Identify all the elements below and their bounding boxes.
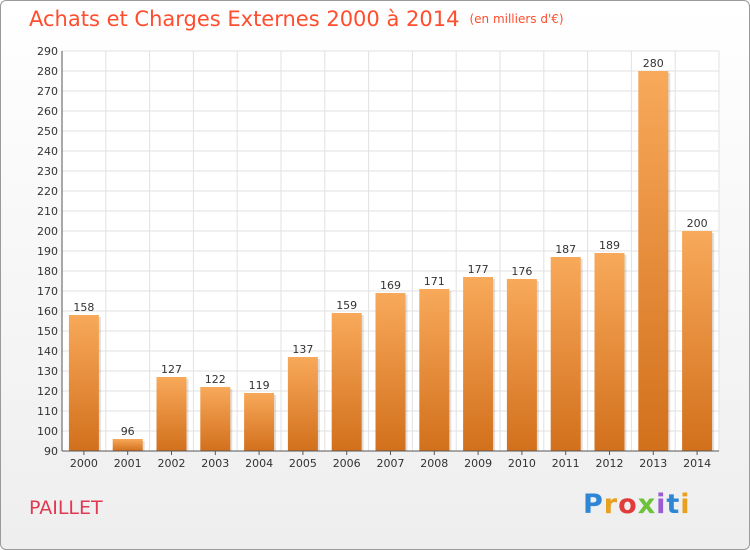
x-tick-label: 2009	[464, 457, 492, 470]
y-tick-label: 170	[37, 285, 58, 298]
logo-letter: i	[656, 489, 667, 520]
data-label: 177	[468, 263, 489, 276]
y-tick-label: 100	[37, 425, 58, 438]
bar	[68, 315, 99, 451]
y-tick-label: 220	[37, 185, 58, 198]
x-tick-label: 2012	[596, 457, 624, 470]
x-tick-label: 2000	[70, 457, 98, 470]
y-tick-label: 140	[37, 345, 58, 358]
commune-name: PAILLET	[29, 497, 103, 519]
y-tick-label: 270	[37, 85, 58, 98]
bar	[375, 293, 406, 451]
proxiti-logo: Proxiti	[583, 489, 691, 520]
bar	[594, 253, 625, 451]
y-tick-label: 160	[37, 305, 58, 318]
x-tick-label: 2014	[683, 457, 711, 470]
data-label: 280	[643, 57, 664, 70]
y-tick-label: 150	[37, 325, 58, 338]
data-label: 122	[205, 373, 226, 386]
data-label: 127	[161, 363, 182, 376]
y-tick-label: 240	[37, 145, 58, 158]
y-tick-label: 120	[37, 385, 58, 398]
x-tick-label: 2001	[114, 457, 142, 470]
x-tick-label: 2006	[333, 457, 361, 470]
bar	[331, 313, 362, 451]
bar	[682, 231, 713, 451]
data-label: 159	[336, 299, 357, 312]
x-tick-label: 2005	[289, 457, 317, 470]
logo-letter: x	[637, 489, 657, 520]
y-tick-label: 230	[37, 165, 58, 178]
x-tick-label: 2007	[377, 457, 405, 470]
bars: 158 96 127 122 119 137 159 169 171 177 176 187 189 28…	[68, 57, 715, 451]
data-label: 169	[380, 279, 401, 292]
y-tick-label: 190	[37, 245, 58, 258]
bar	[112, 439, 143, 451]
data-label: 119	[249, 379, 270, 392]
y-tick-label: 290	[37, 45, 58, 58]
data-label: 158	[73, 301, 94, 314]
x-tick-label: 2003	[201, 457, 229, 470]
chart-title: Achats et Charges Externes 2000 à 2014 (e…	[29, 7, 564, 31]
y-tick-label: 110	[37, 405, 58, 418]
chart-unit: (en milliers d'€)	[469, 12, 564, 26]
logo-letter: o	[618, 489, 638, 520]
data-label: 171	[424, 275, 445, 288]
y-tick-label: 280	[37, 65, 58, 78]
logo-letter: r	[603, 489, 619, 520]
x-tick-label: 2010	[508, 457, 536, 470]
bar	[463, 277, 494, 451]
bar	[550, 257, 581, 451]
y-tick-label: 90	[44, 445, 58, 458]
logo-letter: P	[583, 489, 604, 520]
bar	[506, 279, 537, 451]
chart-title-text: Achats et Charges Externes 2000 à 2014	[29, 7, 460, 31]
logo-letter: i	[680, 489, 691, 520]
data-label: 189	[599, 239, 620, 252]
x-tick-label: 2011	[552, 457, 580, 470]
y-tick-label: 200	[37, 225, 58, 238]
bar	[200, 387, 231, 451]
data-label: 200	[687, 217, 708, 230]
y-tick-label: 180	[37, 265, 58, 278]
y-tick-label: 130	[37, 365, 58, 378]
y-tick-label: 260	[37, 105, 58, 118]
bar	[419, 289, 450, 451]
x-tick-label: 2004	[245, 457, 273, 470]
bar	[156, 377, 187, 451]
x-tick-label: 2013	[639, 457, 667, 470]
data-label: 96	[121, 425, 135, 438]
axes: 90 100 110 120 130 140 150 160 170 180 190 200 210 22…	[37, 45, 719, 470]
x-tick-label: 2002	[158, 457, 186, 470]
bar	[638, 71, 669, 451]
bar	[287, 357, 318, 451]
data-label: 137	[292, 343, 313, 356]
logo-letter: t	[666, 489, 681, 520]
y-tick-label: 250	[37, 125, 58, 138]
data-label: 187	[555, 243, 576, 256]
x-tick-label: 2008	[420, 457, 448, 470]
data-label: 176	[511, 265, 532, 278]
bar	[244, 393, 275, 451]
y-tick-label: 210	[37, 205, 58, 218]
